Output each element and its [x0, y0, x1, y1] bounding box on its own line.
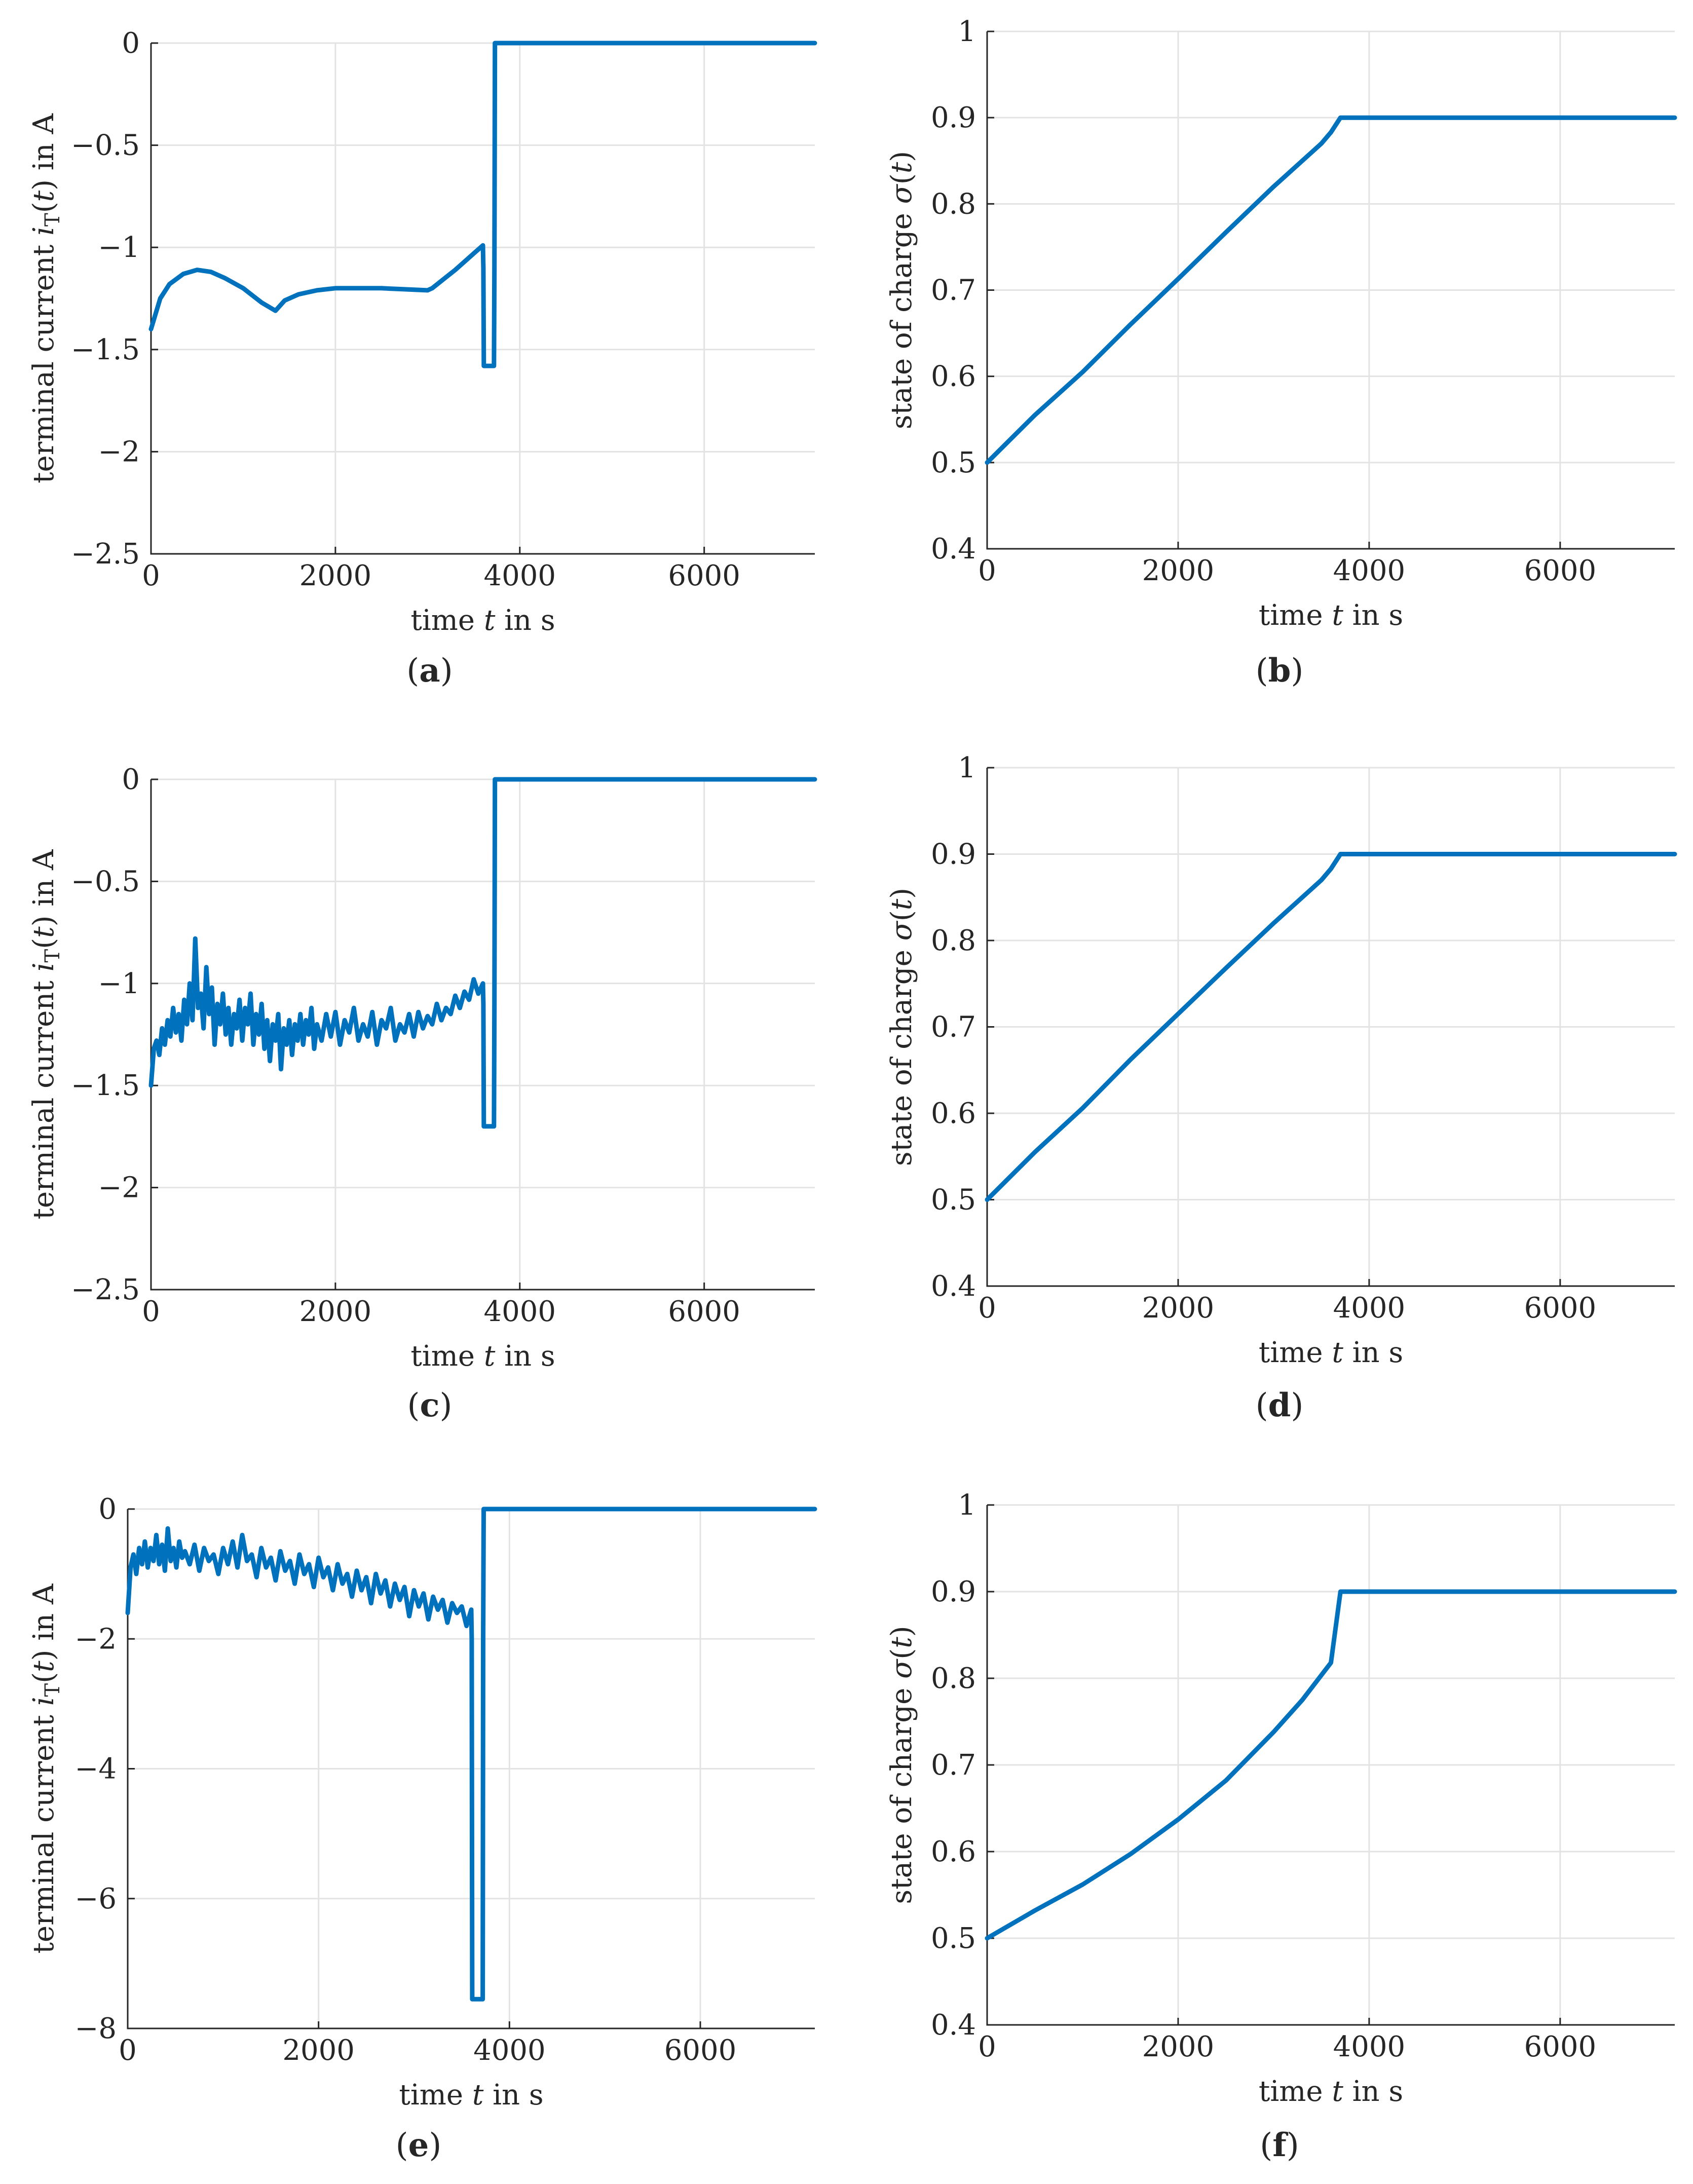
x-tick-label: 0 [142, 559, 160, 592]
series-line-f [985, 1589, 1677, 1941]
y-tick-label: −4 [74, 1753, 117, 1786]
x-tick-label: 2000 [1142, 1292, 1215, 1325]
x-tick-label: 0 [119, 2034, 137, 2067]
x-tick-label: 4000 [1333, 554, 1406, 587]
x-axis-label: time t in s [410, 1340, 555, 1373]
x-tick-label: 4000 [484, 1295, 556, 1328]
x-tick-label: 6000 [1524, 2030, 1597, 2063]
x-tick-label: 0 [142, 1295, 160, 1328]
x-tick-label: 2000 [282, 2034, 355, 2067]
y-tick-label: 0.8 [931, 1662, 976, 1695]
y-tick-label: 0.5 [931, 1184, 976, 1217]
y-tick-label: 0 [98, 1493, 117, 1526]
panel-e: 0 2000 4000 6000 −8 −6 −4 −2 0 time t in s termina… [27, 1493, 817, 2164]
y-axis-label: terminal current iT(t) in A [27, 1584, 64, 1953]
y-tick-label: 0.6 [931, 1835, 976, 1868]
y-axis-label: terminal current iT(t) in A [27, 113, 64, 483]
series-line-b [985, 115, 1677, 465]
x-tick-label: 4000 [473, 2034, 546, 2067]
x-tick-label: 4000 [1333, 2030, 1406, 2063]
y-tick-label: 0 [122, 27, 140, 60]
y-tick-label: −0.5 [71, 129, 140, 162]
y-tick-label: −0.5 [71, 865, 140, 898]
y-tick-label: −2 [98, 435, 140, 468]
x-tick-label: 6000 [1524, 554, 1597, 587]
y-tick-label: −8 [74, 2012, 117, 2045]
y-tick-label: 0.7 [931, 1011, 976, 1044]
panel-label-e: (e) [396, 2126, 442, 2164]
x-tick-label: 0 [978, 554, 996, 587]
panel-label-c: (c) [407, 1386, 453, 1424]
panel-b: 0 2000 4000 6000 0.4 0.5 0.6 0.7 0.8 0.9 1 time t i… [885, 15, 1677, 690]
y-tick-label: 0.5 [931, 1922, 976, 1955]
x-tick-label: 4000 [484, 559, 556, 592]
x-tick-label: 6000 [1524, 1292, 1597, 1325]
y-tick-label: 0.4 [931, 1270, 976, 1303]
y-tick-label: 0.8 [931, 187, 976, 220]
y-tick-label: 0.4 [931, 2009, 976, 2042]
y-tick-label: 1 [958, 751, 976, 784]
y-tick-label: 1 [958, 15, 976, 48]
panel-d: 0 2000 4000 6000 0.4 0.5 0.6 0.7 0.8 0.9 1 time t i… [885, 751, 1677, 1424]
x-tick-label: 6000 [668, 559, 740, 592]
panel-f: 0 2000 4000 6000 0.4 0.5 0.6 0.7 0.8 0.9 1 time t i… [885, 1489, 1677, 2164]
y-tick-label: −2 [74, 1623, 117, 1655]
y-axis-label: state of charge σ(t) [885, 151, 918, 429]
panel-c: 0 2000 4000 6000 −2.5 −2 −1.5 −1 −0.5 0 time t in … [27, 763, 817, 1424]
y-tick-label: 0.9 [931, 101, 976, 134]
y-tick-label: −1 [98, 967, 140, 1000]
x-tick-label: 4000 [1333, 1292, 1406, 1325]
y-axis-label: state of charge σ(t) [885, 1626, 918, 1904]
x-tick-label: 2000 [1142, 2030, 1215, 2063]
y-tick-label: 0.9 [931, 1575, 976, 1608]
y-tick-label: 0.5 [931, 446, 976, 479]
y-tick-label: −1 [98, 231, 140, 264]
panel-label-d: (d) [1256, 1386, 1304, 1424]
panel-label-f: (f) [1260, 2126, 1299, 2164]
series-line-c [148, 777, 817, 1129]
y-tick-label: −2 [98, 1172, 140, 1204]
y-tick-label: −1.5 [71, 333, 140, 366]
x-tick-label: 0 [978, 2030, 996, 2063]
x-tick-label: 6000 [668, 1295, 740, 1328]
y-tick-label: −1.5 [71, 1069, 140, 1102]
x-axis-label: time t in s [1259, 1336, 1403, 1369]
x-tick-label: 0 [978, 1292, 996, 1325]
y-tick-label: 0 [122, 763, 140, 796]
x-axis-label: time t in s [410, 604, 555, 637]
y-tick-label: 0.8 [931, 924, 976, 957]
y-tick-label: 0.4 [931, 533, 976, 566]
x-tick-label: 2000 [1142, 554, 1215, 587]
y-axis-label: terminal current iT(t) in A [27, 849, 64, 1219]
y-tick-label: 1 [958, 1489, 976, 1522]
panel-label-a: (a) [406, 652, 453, 690]
series-line-a [148, 41, 817, 368]
x-axis-label: time t in s [1259, 599, 1403, 632]
x-tick-label: 2000 [299, 559, 372, 592]
y-tick-label: 0.6 [931, 360, 976, 393]
y-axis-label: state of charge σ(t) [885, 888, 918, 1166]
y-tick-label: 0.7 [931, 1749, 976, 1782]
series-line-d [985, 852, 1677, 1202]
y-tick-label: 0.7 [931, 274, 976, 307]
panel-a: 0 2000 4000 6000 −2.5 −2 −1.5 −1 −0.5 0 time t in … [27, 27, 817, 690]
x-axis-label: time t in s [399, 2079, 543, 2112]
y-tick-label: −2.5 [71, 1273, 140, 1306]
series-line-e [125, 1507, 817, 2002]
y-tick-label: −6 [74, 1882, 117, 1915]
panel-label-b: (b) [1256, 652, 1304, 690]
y-tick-label: 0.6 [931, 1097, 976, 1130]
y-tick-label: −2.5 [71, 538, 140, 571]
y-tick-label: 0.9 [931, 838, 976, 871]
x-axis-label: time t in s [1259, 2075, 1403, 2108]
x-tick-label: 6000 [664, 2034, 737, 2067]
x-tick-label: 2000 [299, 1295, 372, 1328]
